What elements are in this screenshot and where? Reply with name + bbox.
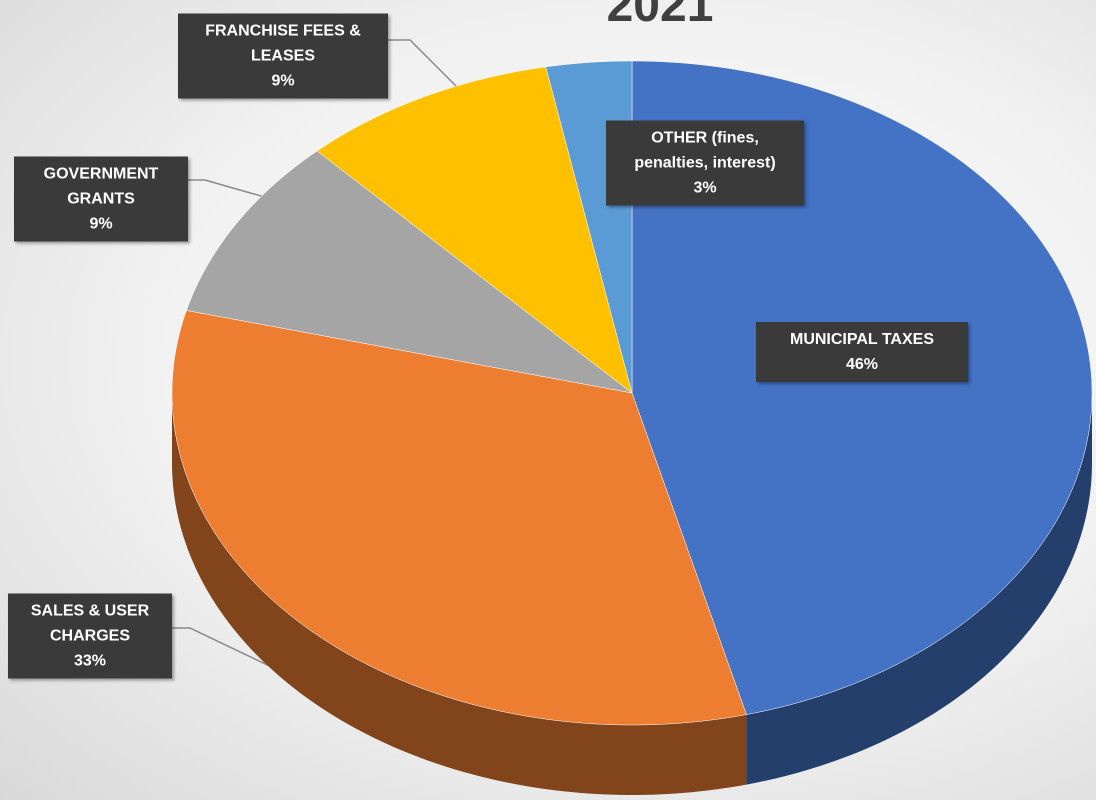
leader-line [388, 39, 461, 91]
category-label: GOVERNMENT GRANTS [43, 165, 159, 208]
data-label: SALES & USER CHARGES 33% [8, 593, 172, 679]
slice-side [746, 393, 1092, 785]
data-label: OTHER (fines, penalties, interest) 3% [606, 120, 804, 206]
slice [631, 60, 1093, 715]
value-label: 3% [693, 179, 717, 197]
slice [171, 310, 747, 726]
data-label: MUNICIPAL TAXES 46% [756, 322, 968, 382]
tops [171, 60, 1093, 726]
value-label: 46% [845, 356, 879, 373]
sides [172, 393, 1092, 795]
slice-side [172, 393, 747, 795]
category-label: FRANCHISE FEES & LEASES [205, 22, 361, 65]
category-label: OTHER (fines, penalties, interest) [634, 129, 776, 172]
leader-line [172, 627, 283, 673]
value-label: 33% [73, 652, 107, 670]
category-label: SALES & USER CHARGES [30, 602, 150, 645]
data-label: GOVERNMENT GRANTS 9% [14, 156, 188, 242]
slice [316, 66, 633, 394]
value-label: 9% [89, 215, 113, 233]
category-label: MUNICIPAL TAXES [789, 331, 934, 348]
slice [186, 150, 633, 394]
chart-title: 2021 [606, 0, 714, 32]
value-label: 9% [271, 72, 295, 90]
data-label: FRANCHISE FEES & LEASES 9% [178, 13, 388, 99]
leader-line [188, 179, 269, 199]
